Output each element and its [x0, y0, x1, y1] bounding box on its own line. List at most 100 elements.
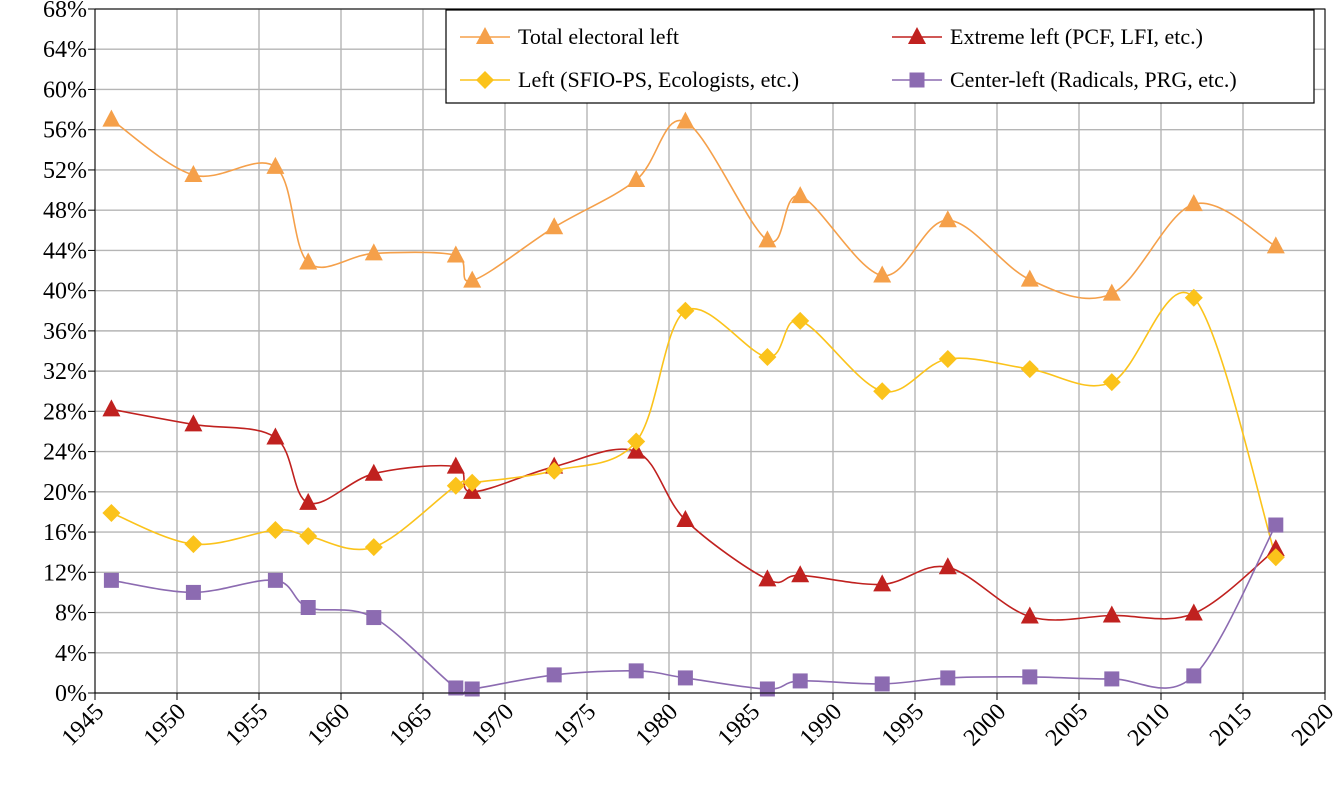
data-point-left-sfio-ps-ecologists-etc: [873, 382, 892, 401]
data-point-extreme-left-pcf-lfi-etc: [364, 463, 383, 481]
x-tick-label: 2010: [1123, 699, 1175, 751]
data-point-center-left-radicals-prg-etc: [1186, 668, 1202, 684]
data-point-total-electoral-left: [102, 109, 121, 127]
data-point-extreme-left-pcf-lfi-etc: [938, 557, 957, 575]
y-tick-label: 20%: [43, 480, 87, 506]
data-point-total-electoral-left: [938, 210, 957, 228]
data-point-total-electoral-left: [545, 217, 564, 235]
data-point-total-electoral-left: [627, 170, 646, 187]
x-tick-label: 2000: [959, 699, 1011, 751]
legend-label-center-left-radicals-prg-etc: Center-left (Radicals, PRG, etc.): [950, 67, 1237, 92]
data-point-extreme-left-pcf-lfi-etc: [1266, 539, 1285, 557]
data-point-extreme-left-pcf-lfi-etc: [299, 492, 318, 510]
data-point-extreme-left-pcf-lfi-etc: [791, 565, 810, 583]
x-tick-label: 1970: [467, 699, 519, 751]
data-point-center-left-radicals-prg-etc: [1268, 517, 1284, 533]
data-point-total-electoral-left: [873, 265, 892, 283]
legend: Total electoral left Extreme left (PCF, L…: [445, 9, 1315, 104]
data-point-extreme-left-pcf-lfi-etc: [758, 569, 777, 587]
series-markers: [102, 109, 1285, 697]
data-point-center-left-radicals-prg-etc: [940, 670, 956, 686]
data-point-total-electoral-left: [1266, 236, 1285, 254]
y-tick-label: 56%: [43, 118, 87, 144]
data-point-left-sfio-ps-ecologists-etc: [364, 538, 383, 557]
data-point-left-sfio-ps-ecologists-etc: [1266, 548, 1285, 567]
data-point-center-left-radicals-prg-etc: [300, 600, 316, 615]
data-point-left-sfio-ps-ecologists-etc: [1184, 288, 1203, 307]
y-tick-label: 36%: [43, 319, 87, 345]
data-point-total-electoral-left: [1020, 269, 1039, 287]
y-tick-label: 32%: [43, 359, 87, 385]
y-axis-ticks: 0% 4% 8% 12% 16% 20% 24% 28% 32% 36% 40% 44% 48% 52% 5…: [43, 0, 95, 707]
series-line-left-sfio-ps-ecologists-etc: [111, 291, 1277, 558]
x-tick-label: 1955: [221, 699, 273, 751]
data-point-center-left-radicals-prg-etc: [267, 572, 283, 588]
x-tick-label: 1985: [713, 699, 765, 751]
legend-box: [445, 9, 1315, 104]
data-point-center-left-radicals-prg-etc: [792, 673, 808, 689]
legend-marker-center-left-radicals-prg-etc: [909, 72, 925, 88]
y-tick-label: 4%: [55, 641, 87, 667]
x-tick-label: 2015: [1205, 699, 1257, 751]
data-point-total-electoral-left: [299, 252, 318, 270]
data-point-left-sfio-ps-ecologists-etc: [1020, 360, 1039, 379]
series-lines: [110, 118, 1277, 695]
legend-label-total-electoral-left: Total electoral left: [518, 24, 679, 49]
y-tick-label: 40%: [43, 279, 87, 305]
y-tick-label: 12%: [43, 560, 87, 586]
y-tick-label: 24%: [43, 440, 87, 466]
data-point-total-electoral-left: [463, 270, 482, 288]
data-point-left-sfio-ps-ecologists-etc: [266, 521, 285, 540]
data-point-center-left-radicals-prg-etc: [874, 676, 890, 692]
data-point-center-left-radicals-prg-etc: [103, 572, 119, 588]
plot-frame: [94, 8, 1326, 694]
data-point-total-electoral-left: [184, 164, 203, 182]
y-tick-label: 48%: [43, 198, 87, 224]
data-point-center-left-radicals-prg-etc: [448, 680, 464, 696]
data-point-total-electoral-left: [1102, 283, 1121, 301]
data-point-left-sfio-ps-ecologists-etc: [627, 432, 646, 451]
data-point-left-sfio-ps-ecologists-etc: [299, 527, 318, 546]
data-point-extreme-left-pcf-lfi-etc: [102, 399, 121, 417]
data-point-extreme-left-pcf-lfi-etc: [266, 427, 285, 445]
x-tick-label: 2020: [1287, 699, 1336, 751]
data-point-center-left-radicals-prg-etc: [366, 610, 382, 626]
data-point-total-electoral-left: [1184, 194, 1203, 212]
data-point-extreme-left-pcf-lfi-etc: [1020, 606, 1039, 624]
data-point-left-sfio-ps-ecologists-etc: [102, 503, 121, 522]
data-point-center-left-radicals-prg-etc: [628, 663, 644, 679]
data-point-center-left-radicals-prg-etc: [759, 681, 775, 697]
data-point-extreme-left-pcf-lfi-etc: [1102, 605, 1121, 623]
legend-label-left-sfio-ps-ecologists-etc: Left (SFIO-PS, Ecologists, etc.): [518, 67, 799, 92]
data-point-total-electoral-left: [446, 245, 465, 263]
x-axis-ticks: 1945 1950 1955 1960 1965 1970 1975 1980 1985 1990…: [57, 693, 1336, 751]
data-point-total-electoral-left: [266, 156, 285, 174]
x-tick-label: 1965: [385, 699, 437, 751]
data-point-left-sfio-ps-ecologists-etc: [446, 476, 465, 495]
data-point-extreme-left-pcf-lfi-etc: [1184, 603, 1203, 621]
legend-label-extreme-left-pcf-lfi-etc: Extreme left (PCF, LFI, etc.): [950, 24, 1203, 49]
legend-marker-left-sfio-ps-ecologists-etc: [476, 71, 494, 89]
y-tick-label: 64%: [43, 37, 87, 63]
grid-lines: [94, 8, 1326, 694]
data-point-left-sfio-ps-ecologists-etc: [938, 350, 957, 369]
data-point-extreme-left-pcf-lfi-etc: [446, 456, 465, 474]
data-point-left-sfio-ps-ecologists-etc: [1102, 373, 1121, 392]
data-point-left-sfio-ps-ecologists-etc: [758, 348, 777, 367]
legend-marker-extreme-left-pcf-lfi-etc: [908, 27, 926, 44]
data-point-center-left-radicals-prg-etc: [464, 681, 480, 697]
data-point-left-sfio-ps-ecologists-etc: [676, 301, 695, 320]
y-tick-label: 68%: [43, 0, 87, 23]
y-tick-label: 16%: [43, 520, 87, 546]
data-point-total-electoral-left: [364, 243, 383, 261]
x-tick-label: 1950: [139, 699, 191, 751]
data-point-left-sfio-ps-ecologists-etc: [791, 311, 810, 330]
x-tick-label: 1980: [631, 699, 683, 751]
series-line-total-electoral-left: [110, 118, 1277, 300]
x-tick-label: 1975: [549, 699, 601, 751]
series-line-center-left-radicals-prg-etc: [111, 524, 1277, 695]
data-point-total-electoral-left: [791, 186, 810, 204]
y-tick-label: 44%: [43, 238, 87, 264]
x-tick-label: 1960: [303, 699, 355, 751]
